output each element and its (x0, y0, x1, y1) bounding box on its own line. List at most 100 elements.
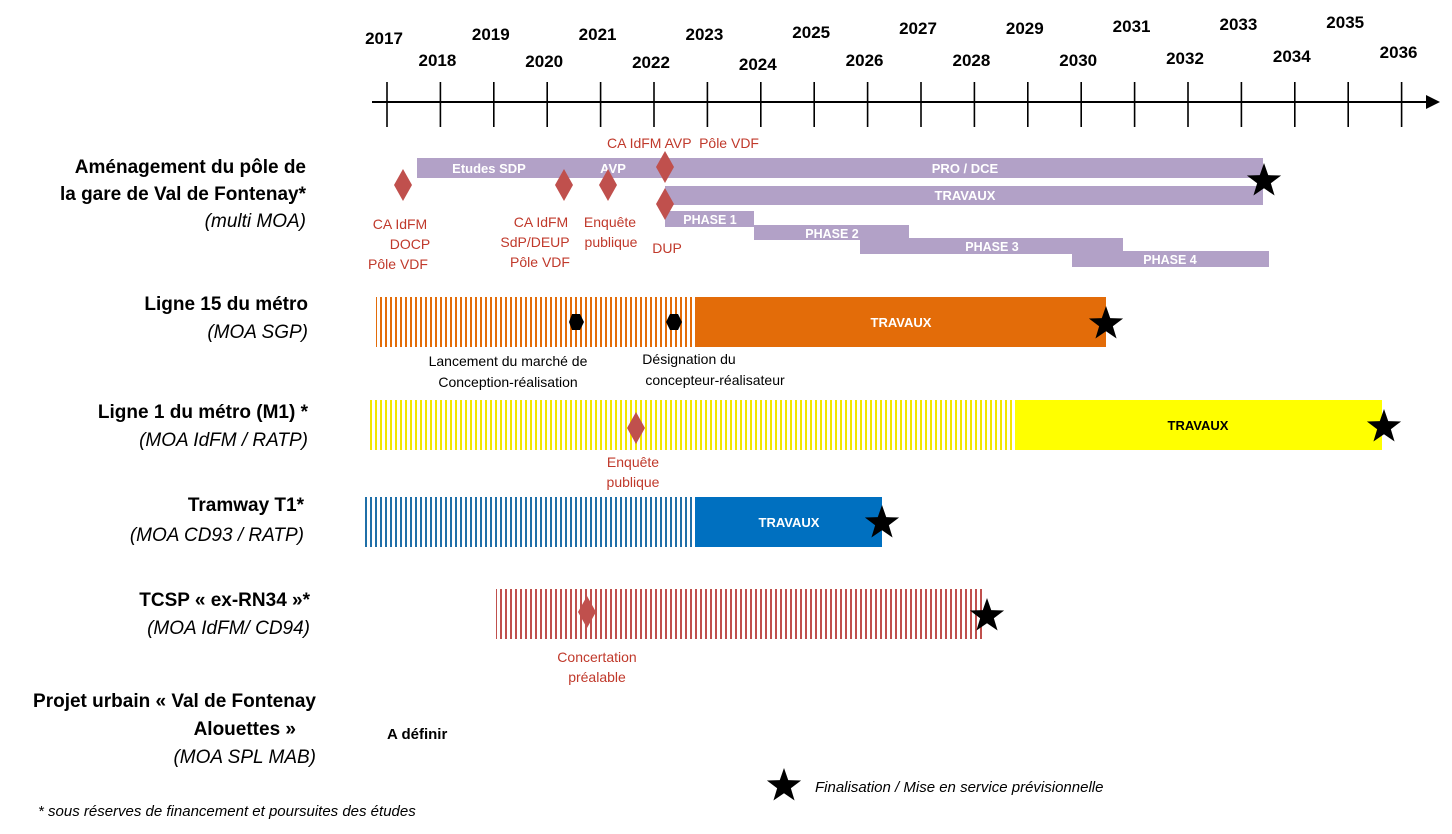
milestone-label: SdP/DEUP (500, 234, 569, 250)
bar-phase-2 (754, 225, 909, 240)
year-label: 2024 (739, 55, 777, 74)
milestone-label: Pôle VDF (510, 254, 570, 270)
bar-phase-3 (860, 238, 1123, 254)
milestone-label: Enquête (607, 454, 659, 470)
legend: Finalisation / Mise en service prévision… (766, 768, 1103, 801)
milestone-label: CA IdFM (514, 214, 568, 230)
row-moa: (MOA SGP) (207, 322, 308, 343)
year-label: 2027 (899, 19, 937, 38)
milestone-label: DOCP (390, 236, 430, 252)
row-title: la gare de Val de Fontenay* (60, 184, 307, 205)
bar-etudes-hatched (496, 589, 984, 639)
bar-travaux (1015, 400, 1382, 450)
row-tcsp: TCSP « ex-RN34 »* (MOA IdFM/ CD94) Conce… (139, 589, 1005, 685)
bar-label: PRO / DCE (932, 161, 999, 176)
year-label: 2019 (472, 25, 510, 44)
row-ligne-1: Ligne 1 du métro (M1) * (MOA IdFM / RATP… (98, 400, 1402, 490)
year-label: 2035 (1326, 13, 1364, 32)
year-label: 2030 (1059, 51, 1097, 70)
year-label: 2021 (579, 25, 617, 44)
milestone-label: Conception-réalisation (438, 374, 577, 390)
year-label: 2026 (846, 51, 884, 70)
diamond-milestone-icon (394, 169, 412, 201)
milestone-label: Concertation (557, 649, 636, 665)
bar-phase-1 (665, 211, 754, 227)
year-label: 2034 (1273, 47, 1311, 66)
diamond-milestone-icon (627, 412, 645, 444)
bar-phase-4 (1072, 251, 1269, 267)
diamond-milestone-icon (555, 169, 573, 201)
row-projet-urbain: Projet urbain « Val de Fontenay Alouette… (33, 691, 447, 768)
year-label: 2020 (525, 52, 563, 71)
row-title: Ligne 1 du métro (M1) * (98, 402, 309, 423)
status-text: A définir (387, 726, 447, 743)
row-title: Alouettes » (194, 719, 296, 740)
bar-label: TRAVAUX (759, 515, 820, 530)
year-label: 2028 (952, 51, 990, 70)
star-icon (766, 768, 802, 801)
row-ligne-15: Ligne 15 du métro (MOA SGP) TRAVAUX Lanc… (144, 294, 1124, 390)
bar-pro-dce (665, 158, 1263, 178)
year-label: 2031 (1113, 17, 1151, 36)
milestone-label: Désignation du (642, 351, 735, 367)
diamond-milestone-icon (599, 169, 617, 201)
star-icon (1366, 409, 1402, 442)
row-title: Aménagement du pôle de (75, 157, 306, 178)
hexagon-milestone-icon (666, 314, 682, 330)
bar-etudes-sdp (417, 158, 665, 178)
year-label: 2018 (418, 51, 456, 70)
bar-etudes-hatched (365, 497, 695, 547)
milestone-label: CA IdFM (373, 216, 427, 232)
milestone-label: DUP (652, 240, 682, 256)
axis-arrow-icon (1426, 95, 1440, 109)
timeline-axis: 2017 2018 2019 2020 2021 2022 2023 2024 2025 2026… (365, 13, 1440, 127)
year-label: 2036 (1380, 43, 1418, 62)
year-label: 2029 (1006, 19, 1044, 38)
bar-etudes-hatched (376, 297, 697, 347)
milestone-label: Enquête (584, 214, 636, 230)
row-moa: (MOA IdFM/ CD94) (147, 618, 310, 639)
milestone-label: publique (607, 474, 660, 490)
year-label: 2033 (1219, 15, 1257, 34)
bar-label: AVP (600, 161, 626, 176)
year-labels: 2017 2018 2019 2020 2021 2022 2023 2024 2025 2026… (365, 13, 1417, 74)
bar-label: TRAVAUX (1168, 418, 1229, 433)
footnote: * sous réserves de financement et poursu… (38, 803, 416, 820)
row-tramway-t1: Tramway T1* (MOA CD93 / RATP) TRAVAUX (130, 495, 900, 547)
bar-label: Etudes SDP (452, 161, 526, 176)
bar-label: TRAVAUX (871, 315, 932, 330)
year-label: 2032 (1166, 49, 1204, 68)
row-title: Projet urbain « Val de Fontenay (33, 691, 316, 712)
row-title: TCSP « ex-RN34 »* (139, 590, 310, 611)
star-icon (1088, 306, 1124, 339)
row-title: Ligne 15 du métro (144, 294, 308, 315)
row-moa: (multi MOA) (205, 211, 306, 232)
milestone-label: publique (585, 234, 638, 250)
milestone-label: Lancement du marché de (429, 353, 588, 369)
diamond-milestone-icon (656, 188, 674, 220)
hexagon-milestone-icon (569, 314, 584, 330)
year-label: 2023 (685, 25, 723, 44)
row-moa: (MOA IdFM / RATP) (139, 430, 308, 451)
year-ticks (386, 82, 1403, 127)
year-label: 2022 (632, 53, 670, 72)
bar-label: PHASE 1 (683, 213, 737, 227)
milestone-label: Pôle VDF (368, 256, 428, 272)
row-title: Tramway T1* (188, 495, 305, 516)
bar-travaux (695, 497, 882, 547)
bar-travaux (665, 186, 1263, 205)
year-label: 2025 (792, 23, 830, 42)
bar-etudes-hatched (370, 400, 1015, 450)
year-label: 2017 (365, 29, 403, 48)
diamond-milestone-icon (578, 596, 596, 628)
star-icon (969, 598, 1005, 631)
milestone-label: préalable (568, 669, 626, 685)
legend-label: Finalisation / Mise en service prévision… (815, 779, 1103, 796)
bar-travaux (697, 297, 1106, 347)
row-pole-vdf: Aménagement du pôle de la gare de Val de… (60, 135, 1282, 272)
row-moa: (MOA SPL MAB) (173, 747, 316, 768)
star-icon (1246, 163, 1282, 196)
bar-label: PHASE 2 (805, 227, 859, 241)
milestone-label: CA IdFM AVP Pôle VDF (607, 135, 759, 151)
